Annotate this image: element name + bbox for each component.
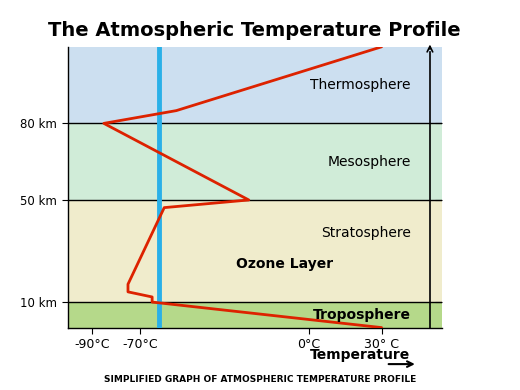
Text: Troposphere: Troposphere [313,308,411,322]
Text: Thermosphere: Thermosphere [310,78,411,92]
Bar [68,47,442,123]
Text: Stratosphere: Stratosphere [321,226,411,240]
Bar [68,123,442,200]
Bar [68,302,442,328]
Bar [68,200,442,302]
Text: SIMPLIFIED GRAPH OF ATMOSPHERIC TEMPERATURE PROFILE: SIMPLIFIED GRAPH OF ATMOSPHERIC TEMPERAT… [104,375,416,384]
Title: The Atmospheric Temperature Profile: The Atmospheric Temperature Profile [48,21,461,40]
Text: Ozone Layer: Ozone Layer [237,257,333,271]
Text: Mesosphere: Mesosphere [327,155,411,168]
Text: Temperature: Temperature [309,348,410,362]
